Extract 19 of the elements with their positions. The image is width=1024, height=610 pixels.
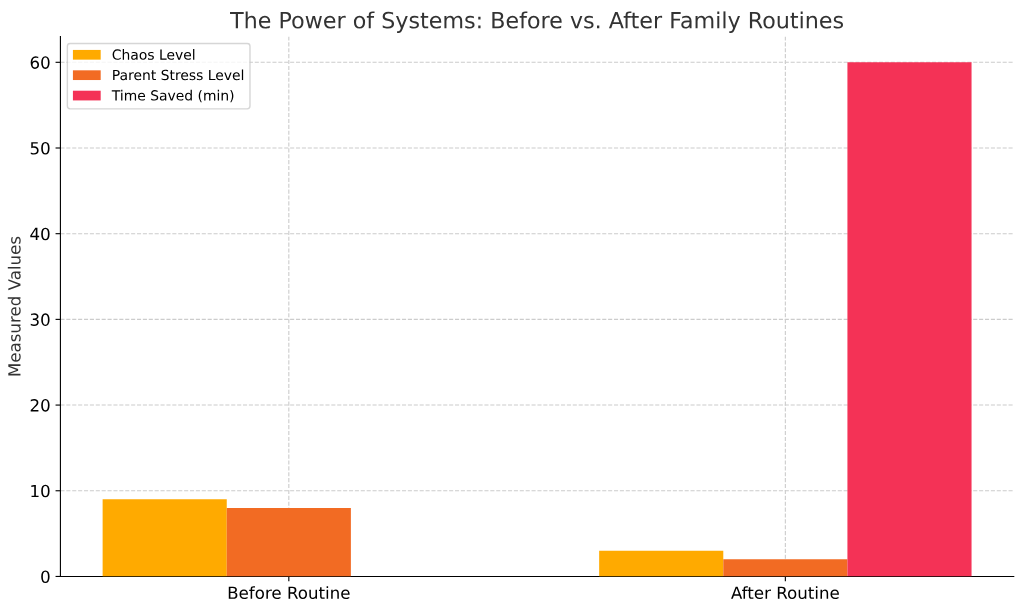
bar	[226, 507, 351, 577]
y-tick-label: 0	[41, 570, 50, 584]
legend-label: Time Saved (min)	[111, 89, 234, 103]
x-tick-label: Before Routine	[228, 586, 350, 600]
y-tick-label: 40	[30, 227, 50, 241]
legend-label: Chaos Level	[112, 49, 195, 60]
y-tick-label: 60	[30, 56, 50, 69]
bar	[847, 62, 972, 577]
y-tick-label: 30	[30, 313, 50, 326]
bar	[102, 499, 227, 577]
legend-label: Parent Stress Level	[113, 69, 244, 81]
y-tick-label: 50	[30, 141, 50, 155]
x-tick-label: After Routine	[731, 586, 839, 600]
bar	[723, 559, 848, 577]
y-tick-label: 20	[30, 399, 50, 412]
chart-title: The Power of Systems: Before vs. After Family Routines	[230, 11, 844, 33]
bar	[599, 550, 724, 577]
y-tick-label: 10	[31, 484, 50, 498]
y-axis-title: Measured Values	[7, 236, 21, 376]
